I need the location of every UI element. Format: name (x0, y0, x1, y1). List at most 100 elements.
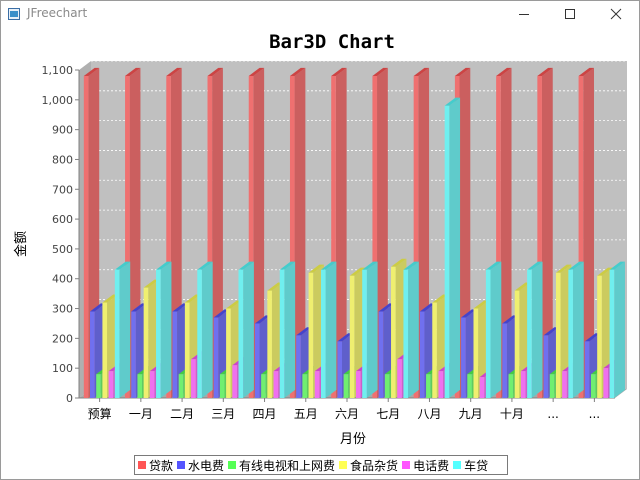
chart-legend: 贷款 水电费 有线电视和上网费 食品杂货 电话费 车贷 (134, 455, 508, 475)
bar-top (131, 303, 147, 312)
bar-top (403, 261, 419, 270)
bar (485, 261, 502, 398)
bar (331, 67, 347, 399)
bar-front (254, 323, 260, 398)
bar-front (267, 290, 272, 398)
bar-front (238, 269, 244, 398)
bar-top (308, 264, 324, 273)
close-button[interactable] (593, 1, 639, 27)
bar-front (248, 75, 254, 399)
bar-front (143, 287, 149, 398)
bar-front (207, 75, 213, 399)
legend-item: 有线电视和上网费 (227, 457, 335, 474)
bar-front (362, 269, 367, 398)
bar-front (349, 275, 355, 398)
bar-top (444, 97, 461, 106)
bar-top (413, 67, 430, 76)
bar-front (496, 75, 501, 399)
legend-item: 电话费 (401, 457, 449, 474)
bar (537, 67, 553, 399)
x-tick-label: 九月 (459, 407, 483, 421)
bar-top (461, 309, 477, 318)
maximize-icon (565, 9, 575, 19)
bar-top (238, 261, 254, 270)
bar-top (454, 67, 471, 76)
bar-front (467, 374, 472, 398)
bar (279, 261, 296, 398)
legend-swatch (453, 461, 462, 469)
y-tick-label: 300 (52, 303, 73, 316)
bar-top (514, 282, 531, 291)
bar-front (527, 269, 532, 398)
bar-front (108, 371, 114, 398)
bar (156, 261, 172, 398)
bar-front (320, 269, 326, 398)
x-tick-label: ... (547, 407, 558, 421)
bar-top (114, 261, 131, 270)
bar-top (337, 333, 353, 342)
y-tick-label: 100 (52, 362, 73, 375)
bar-front (537, 75, 542, 399)
bar-top (226, 300, 242, 309)
bar-top (609, 261, 625, 270)
bar-front (184, 302, 190, 398)
bar-top (584, 333, 601, 342)
bar-side (253, 67, 265, 398)
bar-top (527, 261, 543, 270)
bar-top (197, 261, 213, 270)
bar-front (479, 377, 485, 398)
close-icon (610, 8, 622, 20)
bar-front (331, 75, 336, 399)
bar-front (603, 368, 608, 398)
bar-front (391, 266, 396, 398)
bar-front (403, 269, 409, 398)
bar-front (584, 341, 590, 398)
x-tick-label: ... (589, 407, 600, 421)
bar-side (572, 261, 584, 398)
bar-top (320, 261, 337, 270)
bar-front (83, 75, 89, 399)
bar (578, 67, 594, 399)
legend-label: 有线电视和上网费 (239, 458, 336, 473)
bar-front (337, 341, 342, 398)
legend-label: 食品杂货 (350, 458, 399, 473)
y-tick-label: 700 (52, 183, 73, 196)
bar-front (438, 371, 444, 398)
maximize-button[interactable] (547, 1, 593, 27)
bar-top (378, 303, 395, 312)
legend-item: 水电费 (176, 457, 224, 474)
bar-front (555, 272, 561, 398)
bar-side (284, 261, 296, 398)
bar-front (261, 374, 266, 398)
bar-front (372, 75, 378, 399)
bar-front (137, 374, 143, 398)
bar-front (149, 371, 155, 398)
bar-front (461, 317, 466, 398)
bar-top (331, 67, 347, 76)
bar-top (83, 67, 100, 76)
bar-side (614, 261, 625, 398)
bar-top (289, 67, 306, 76)
bar-top (207, 67, 223, 76)
legend-label: 水电费 (188, 458, 225, 473)
bar-front (568, 269, 573, 398)
bar-front (102, 302, 108, 398)
bar-front (514, 290, 520, 398)
bar-top (213, 309, 230, 318)
x-tick-label: 四月 (253, 407, 277, 421)
bar-top (568, 261, 584, 270)
title-bar[interactable]: JFreechart (1, 1, 639, 27)
bar (527, 261, 543, 398)
bar-front (502, 323, 507, 398)
minimize-button[interactable] (501, 1, 547, 27)
bar-front (520, 371, 526, 398)
bar (238, 261, 254, 398)
y-tick-label: 900 (52, 124, 73, 137)
bar3d-chart: Bar3D Chart 0 100 200 300 400 500 600 700 800 900 1… (13, 31, 627, 447)
bar-front (279, 269, 285, 398)
legend-swatch (138, 461, 146, 469)
bar (403, 261, 419, 398)
window-title: JFreechart (27, 6, 88, 20)
bar-side (160, 261, 172, 398)
bar-front (114, 269, 120, 398)
